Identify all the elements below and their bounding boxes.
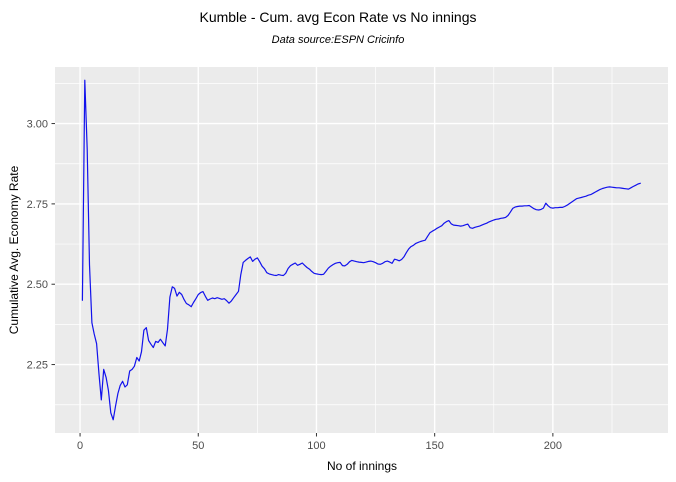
y-tick-label: 3.00 [27, 119, 48, 131]
y-tick-label: 2.75 [27, 199, 48, 211]
panel-background [55, 67, 668, 433]
x-tick-label: 100 [307, 440, 325, 452]
chart-title: Kumble - Cum. avg Econ Rate vs No inning… [199, 9, 477, 25]
x-axis-title: No of innings [326, 459, 398, 473]
y-tick-label: 2.25 [27, 360, 48, 372]
x-tick-label: 50 [192, 440, 204, 452]
x-tick-label: 150 [425, 440, 443, 452]
series-line [81, 79, 641, 421]
y-tick-label: 2.50 [27, 279, 48, 291]
x-tick-label: 200 [544, 440, 562, 452]
x-tick-label: 0 [77, 440, 83, 452]
y-axis-title: Cumulative Avg. Economy Rate [7, 165, 21, 335]
chart-subtitle: Data source:ESPN Cricinfo [271, 34, 405, 46]
